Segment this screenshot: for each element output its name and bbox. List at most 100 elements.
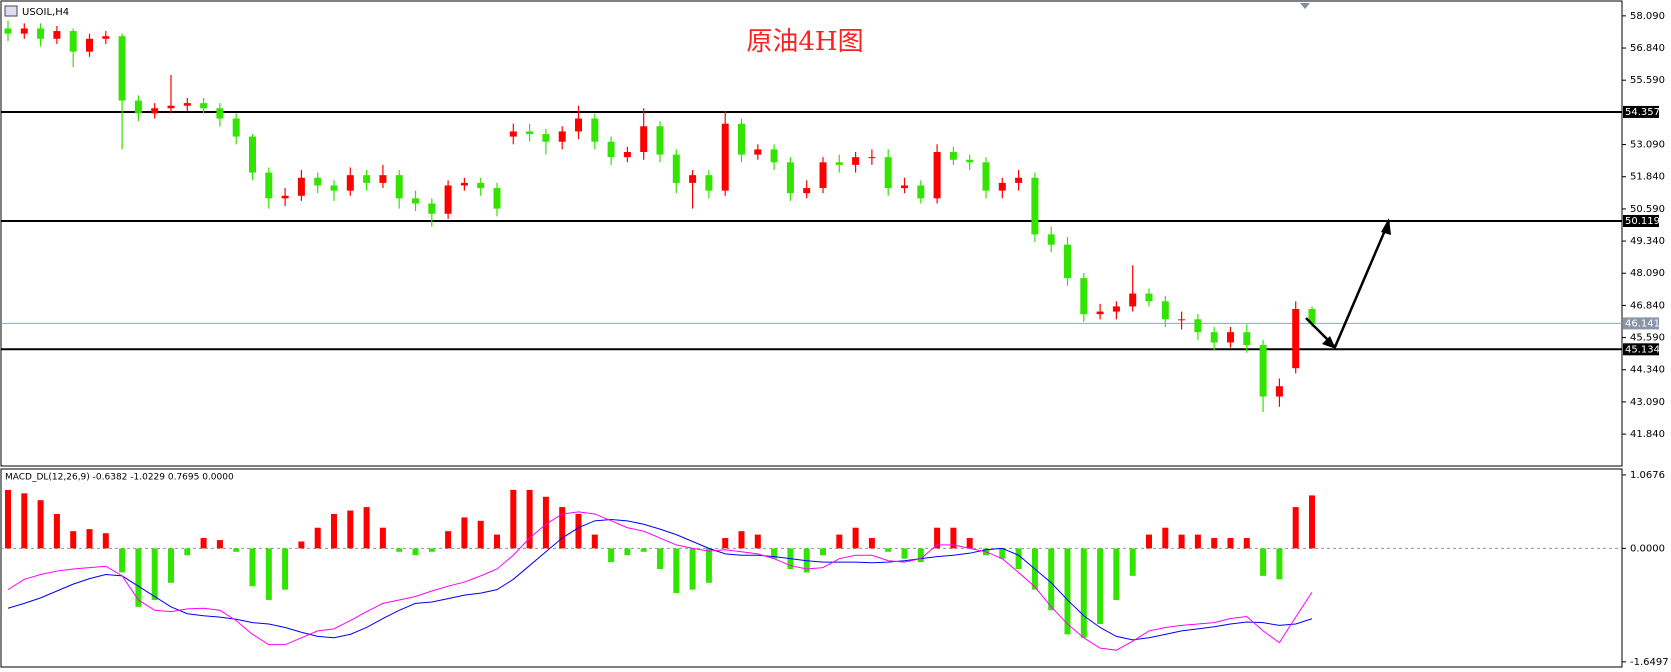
histogram-bar [591, 534, 598, 549]
y-tick-label: 46.840 [1630, 300, 1665, 311]
candle-body [1031, 177, 1039, 235]
y-tick-label: 51.840 [1630, 172, 1665, 183]
candle-body [297, 177, 305, 196]
histogram-bar [1064, 548, 1071, 635]
macd-label: MACD_DL(12,26,9) -0.6382 -1.0229 0.7695 … [5, 473, 234, 483]
candle-body [460, 182, 468, 186]
candle-body [200, 103, 208, 109]
level-label-box [1623, 105, 1659, 118]
candle-body [1064, 244, 1071, 279]
candle-body [118, 36, 126, 101]
histogram-bar [428, 548, 435, 552]
histogram-bar [624, 548, 631, 556]
candle-body [754, 149, 762, 155]
y-tick-label: 58.090 [1630, 11, 1665, 22]
histogram-bar [1015, 548, 1022, 569]
price-pane [0, 0, 1623, 467]
macd-line [7, 511, 1313, 651]
candle-body [1178, 319, 1186, 321]
histogram-bar [494, 534, 500, 549]
candle-body [933, 152, 941, 199]
candle-body [656, 126, 664, 155]
symbol-label: USOIL,H4 [22, 7, 69, 18]
histogram-bar [168, 548, 174, 583]
histogram-bar [102, 533, 109, 549]
candle-body [330, 185, 338, 191]
current-price-box [1623, 317, 1659, 330]
histogram-bar [37, 500, 44, 549]
candle-body [86, 38, 93, 52]
histogram-bar [575, 513, 582, 549]
candle-body [558, 131, 566, 142]
histogram-bar [21, 493, 28, 549]
candle-body [1129, 293, 1137, 307]
candle-body [444, 185, 452, 214]
candle-body [835, 162, 843, 165]
histogram-bar [200, 538, 207, 549]
candle-body [412, 198, 419, 204]
histogram-bar [901, 548, 908, 559]
histogram-bar [1129, 548, 1136, 576]
histogram-bar [396, 548, 403, 552]
histogram-bar [216, 540, 223, 549]
candle-body [1161, 301, 1169, 320]
candle-body [786, 162, 794, 194]
histogram-bar [347, 510, 354, 549]
y-tick-label: 49.340 [1630, 236, 1665, 247]
candle-body [134, 100, 142, 114]
chart-title: 原油4H图 [746, 27, 863, 57]
candle-body [966, 159, 974, 163]
histogram-bar [1243, 538, 1250, 549]
candle-body [917, 185, 925, 199]
candle-body [493, 188, 501, 209]
histogram-bar [542, 496, 549, 549]
histogram-bar [1260, 548, 1267, 576]
histogram-bar [1162, 527, 1169, 549]
candle-body [852, 157, 860, 165]
histogram-bar [331, 513, 337, 549]
candle-body [1080, 278, 1088, 315]
y-tick-label: 0.0000 [1630, 543, 1665, 554]
histogram-bar [722, 538, 729, 549]
y-tick-label: 55.590 [1630, 75, 1665, 86]
histogram-bar [1097, 548, 1104, 625]
y-tick-label: 45.590 [1630, 333, 1665, 344]
histogram-bar [445, 531, 452, 549]
candle-body [53, 31, 61, 39]
histogram-bar [1211, 538, 1218, 549]
histogram-bar [184, 548, 191, 556]
candle-body [314, 177, 322, 186]
histogram-bar [53, 513, 60, 549]
candle-body [4, 28, 12, 34]
candle-body [575, 118, 582, 132]
candle-body [69, 31, 77, 52]
histogram-bar [771, 548, 778, 559]
histogram-bar [820, 548, 826, 556]
candle-body [1275, 386, 1283, 397]
histogram-bar [689, 548, 696, 590]
scroll-marker [1300, 3, 1310, 9]
level-label: 45.134 [1625, 344, 1660, 355]
histogram-bar [1227, 538, 1234, 549]
candle-body [232, 118, 240, 137]
histogram-bar [640, 548, 647, 552]
annotation-arrow [1305, 218, 1391, 350]
candle-body [346, 175, 354, 191]
candle-body [509, 131, 517, 137]
histogram-bar [885, 548, 892, 552]
candle-body [183, 103, 191, 106]
histogram-bar [673, 548, 680, 594]
candle-body [803, 188, 811, 194]
level-label: 50.119 [1625, 216, 1660, 227]
candle-body [542, 133, 550, 142]
level-label-box [1623, 343, 1659, 356]
candle-body [281, 195, 289, 199]
candle-body [265, 172, 273, 199]
histogram-bar [233, 548, 240, 552]
y-tick-label: 41.840 [1630, 429, 1665, 440]
candle-body [363, 175, 371, 183]
candle-body [1194, 319, 1202, 333]
candle-body [705, 175, 713, 191]
signal-line [7, 518, 1313, 641]
candle-body [1096, 311, 1104, 315]
